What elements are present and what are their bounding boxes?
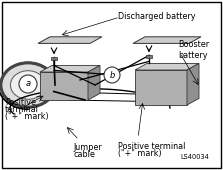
Circle shape (104, 67, 120, 83)
Text: LS40034: LS40034 (180, 154, 209, 160)
Text: Positive: Positive (5, 98, 36, 107)
Text: ("+" mark): ("+" mark) (118, 149, 162, 158)
Text: Booster
battery: Booster battery (178, 40, 209, 60)
Ellipse shape (10, 71, 45, 99)
Text: Discharged battery: Discharged battery (118, 12, 196, 21)
Text: a: a (25, 80, 31, 89)
Text: b: b (109, 71, 115, 80)
Polygon shape (135, 63, 199, 70)
Bar (51, 57, 57, 60)
FancyBboxPatch shape (135, 70, 187, 105)
Circle shape (19, 75, 37, 93)
Ellipse shape (1, 63, 55, 107)
FancyBboxPatch shape (40, 72, 88, 100)
Polygon shape (38, 37, 102, 43)
Polygon shape (133, 37, 201, 43)
Polygon shape (88, 65, 100, 100)
Polygon shape (187, 63, 199, 105)
Text: terminal: terminal (5, 105, 39, 114)
Text: ("+" mark): ("+" mark) (5, 112, 49, 121)
Text: cable: cable (73, 150, 95, 159)
Text: Jumper: Jumper (73, 143, 102, 152)
Polygon shape (40, 65, 100, 72)
Text: Positive terminal: Positive terminal (118, 142, 185, 151)
Bar (146, 55, 152, 58)
